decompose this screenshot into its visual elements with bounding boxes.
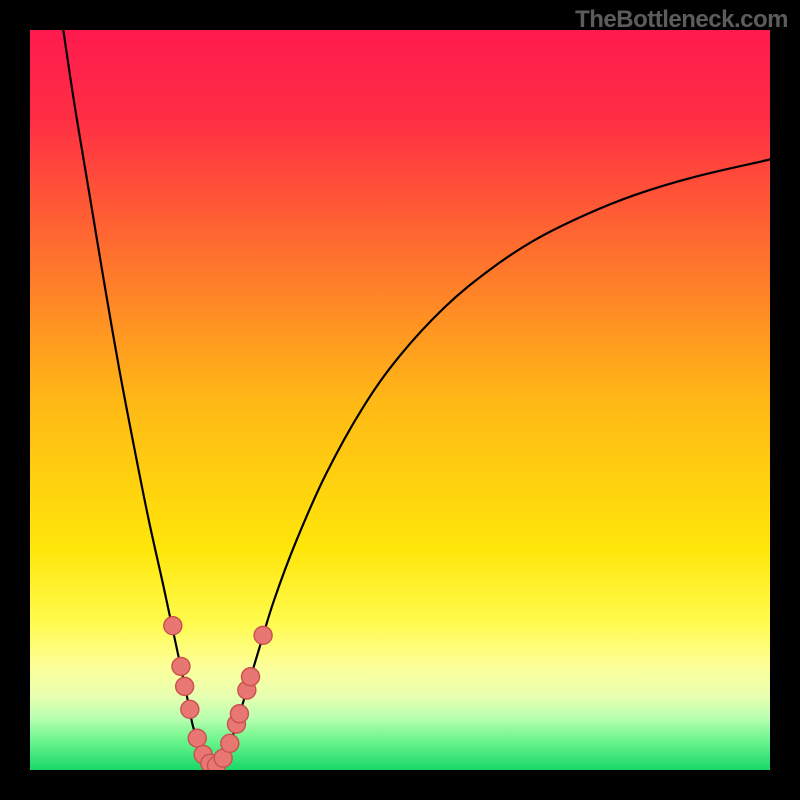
gradient-background (30, 30, 770, 770)
data-marker (181, 700, 199, 718)
data-marker (242, 668, 260, 686)
data-marker (176, 677, 194, 695)
data-marker (221, 734, 239, 752)
data-marker (172, 657, 190, 675)
chart-frame: TheBottleneck.com (0, 0, 800, 800)
data-marker (230, 705, 248, 723)
data-marker (254, 626, 272, 644)
data-marker (164, 617, 182, 635)
plot-area (30, 30, 770, 770)
data-marker (188, 729, 206, 747)
chart-svg (30, 30, 770, 770)
